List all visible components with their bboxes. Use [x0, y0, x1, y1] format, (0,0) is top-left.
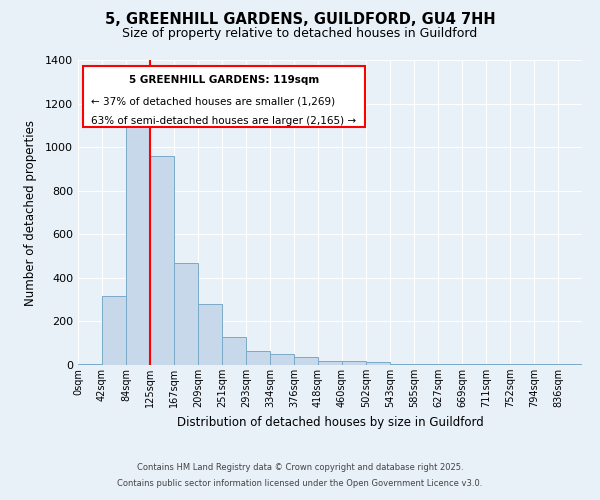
Bar — [510, 364, 534, 365]
Text: Contains public sector information licensed under the Open Government Licence v3: Contains public sector information licen… — [118, 478, 482, 488]
FancyBboxPatch shape — [83, 66, 365, 127]
Text: ← 37% of detached houses are smaller (1,269): ← 37% of detached houses are smaller (1,… — [91, 96, 335, 106]
Bar — [246, 351, 270, 365]
Text: Contains HM Land Registry data © Crown copyright and database right 2025.: Contains HM Land Registry data © Crown c… — [137, 464, 463, 472]
Bar — [78, 364, 102, 365]
Bar — [150, 156, 174, 365]
Bar — [294, 358, 318, 365]
Bar — [390, 364, 414, 365]
Bar — [486, 364, 510, 365]
Bar — [198, 304, 222, 365]
Text: 63% of semi-detached houses are larger (2,165) →: 63% of semi-detached houses are larger (… — [91, 116, 356, 126]
Bar — [126, 118, 150, 365]
X-axis label: Distribution of detached houses by size in Guildford: Distribution of detached houses by size … — [176, 416, 484, 428]
Bar — [342, 360, 366, 365]
Text: 5, GREENHILL GARDENS, GUILDFORD, GU4 7HH: 5, GREENHILL GARDENS, GUILDFORD, GU4 7HH — [104, 12, 496, 28]
Text: Size of property relative to detached houses in Guildford: Size of property relative to detached ho… — [122, 28, 478, 40]
Bar — [318, 360, 342, 365]
Bar — [534, 364, 558, 365]
Text: 5 GREENHILL GARDENS: 119sqm: 5 GREENHILL GARDENS: 119sqm — [129, 75, 319, 85]
Bar — [558, 364, 582, 365]
Y-axis label: Number of detached properties: Number of detached properties — [23, 120, 37, 306]
Bar — [102, 296, 126, 365]
Bar — [222, 336, 246, 365]
Bar — [438, 364, 462, 365]
Bar — [174, 262, 198, 365]
Bar — [270, 354, 294, 365]
Bar — [414, 364, 438, 365]
Bar — [366, 362, 390, 365]
Bar — [462, 364, 486, 365]
